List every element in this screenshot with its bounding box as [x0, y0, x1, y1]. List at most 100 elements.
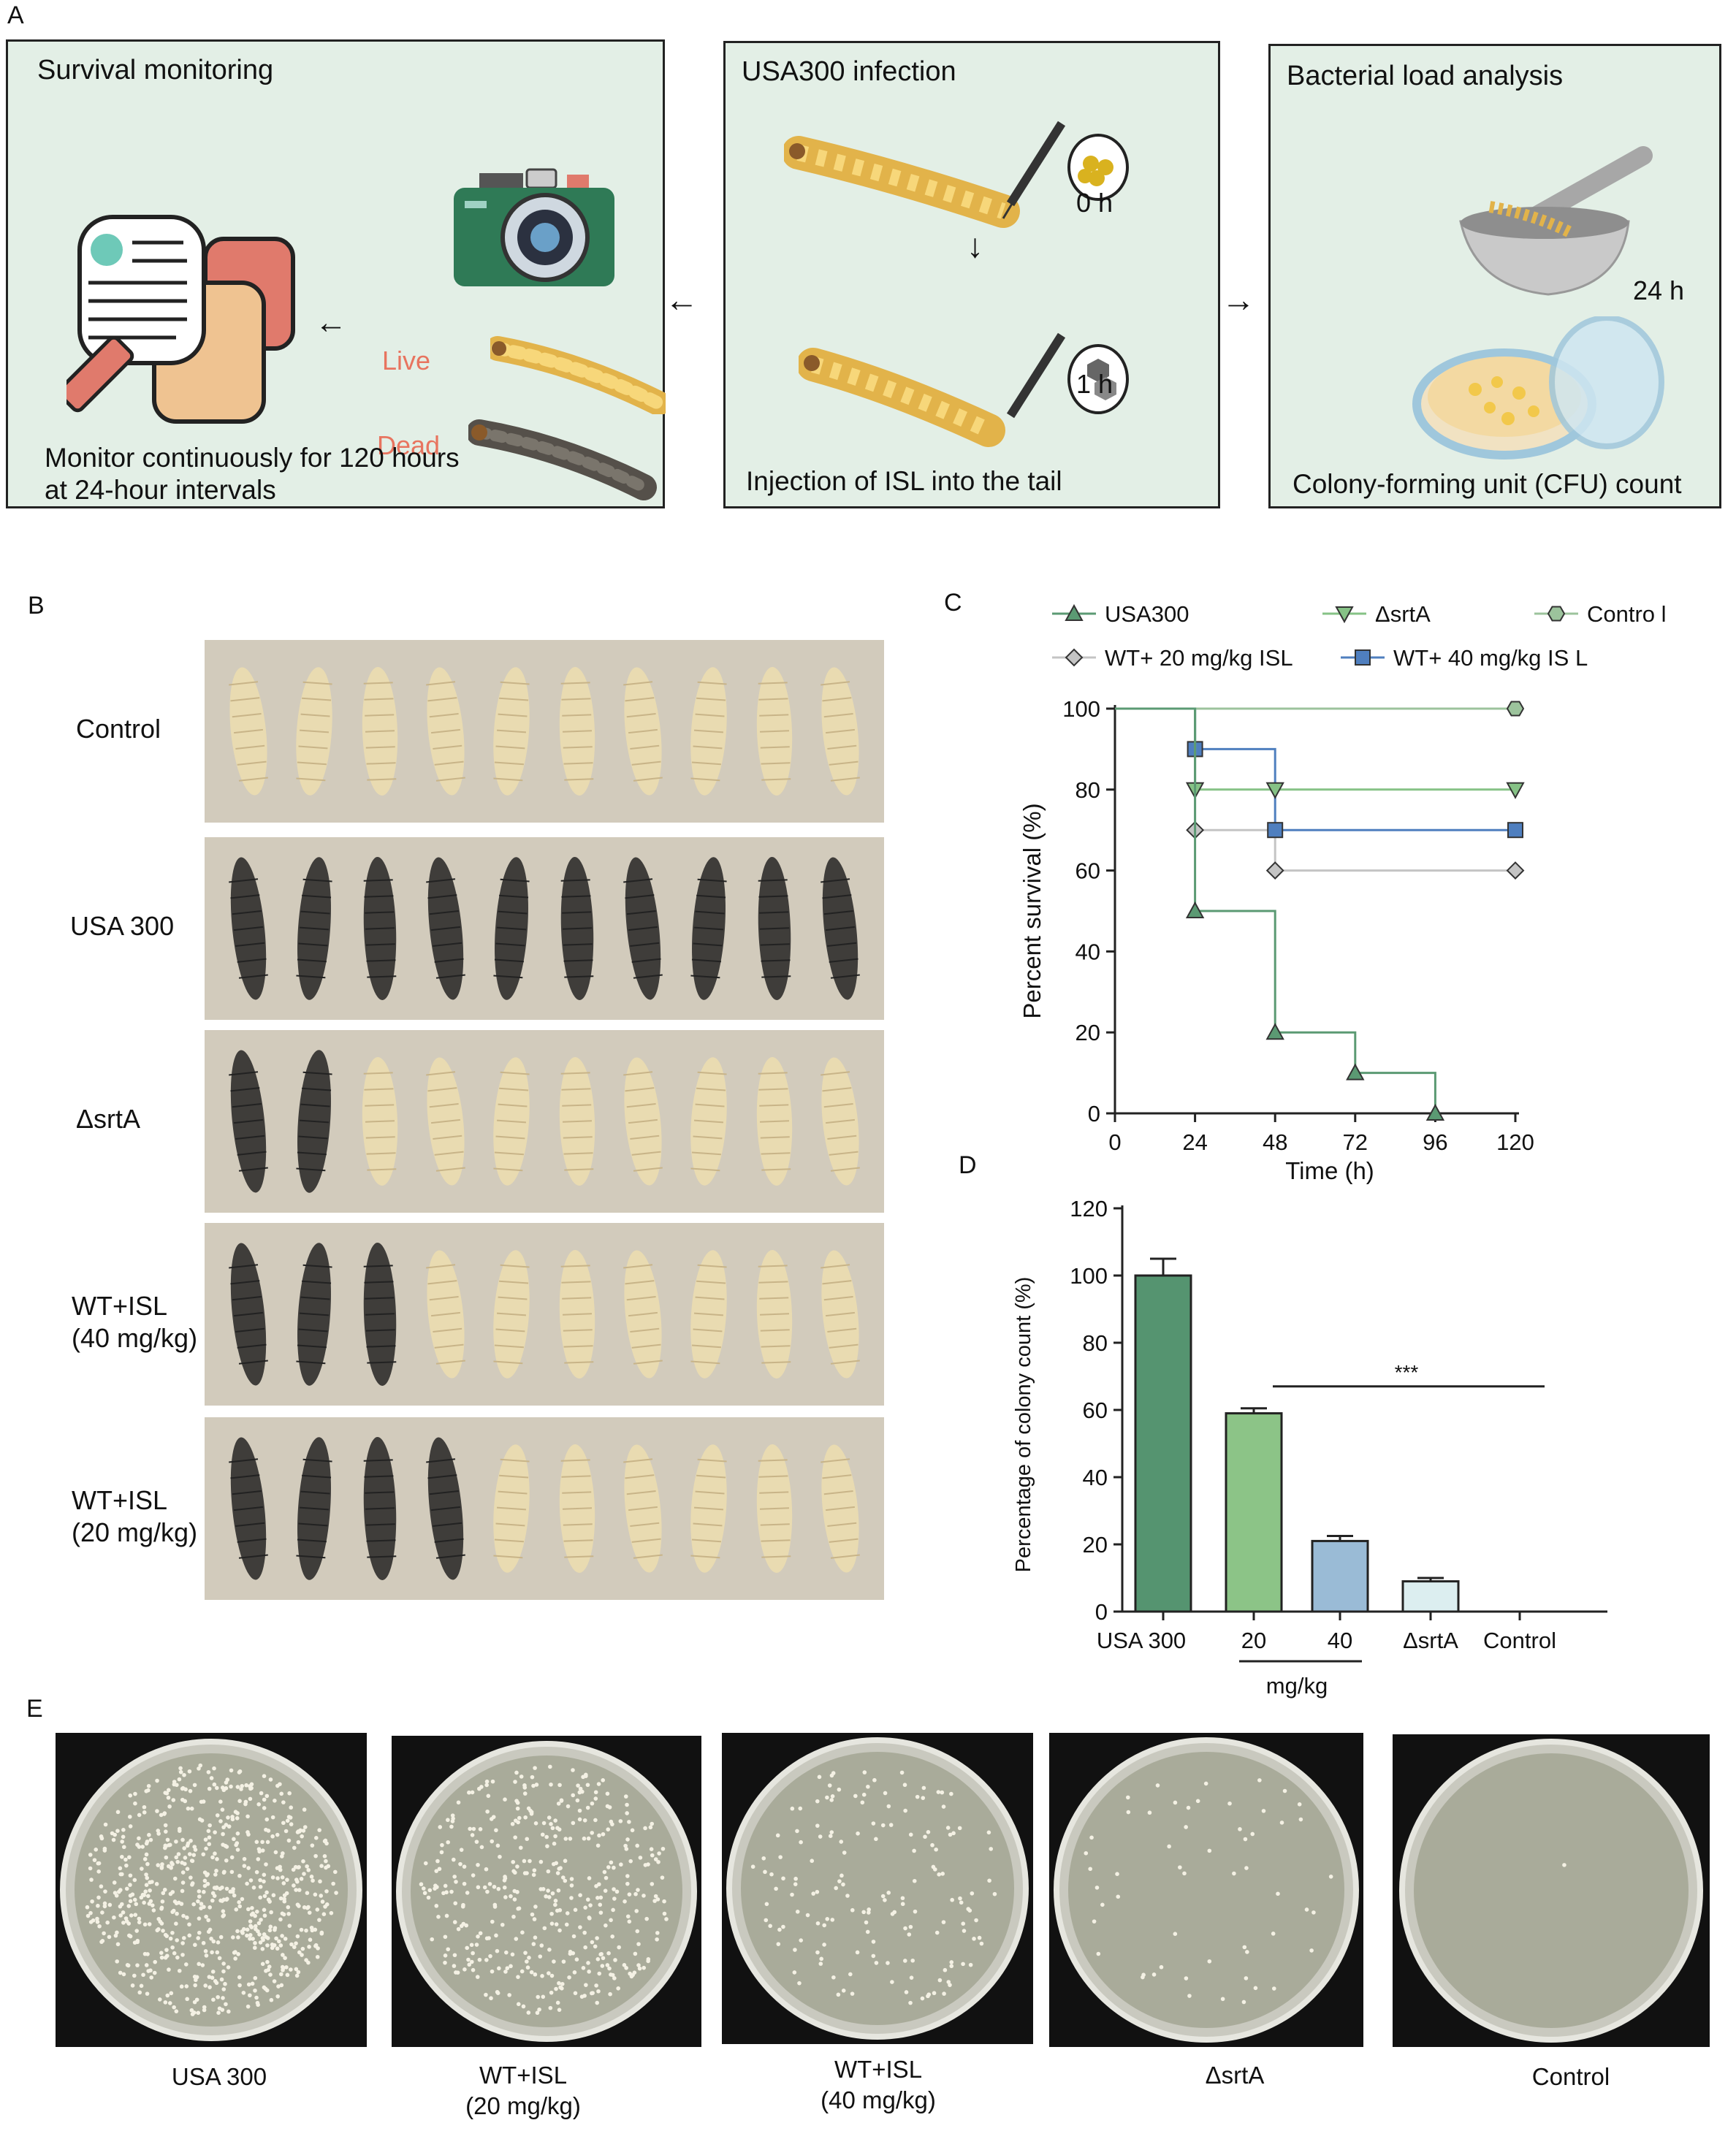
colony: [627, 1919, 632, 1924]
larvae-photo-svg: [229, 667, 860, 796]
larvae-photo-svg: [229, 857, 860, 1000]
colony: [815, 1921, 821, 1926]
colony: [245, 1881, 249, 1886]
colony: [469, 1959, 474, 1964]
colony: [215, 1950, 220, 1955]
colony: [258, 1884, 263, 1889]
colony: [564, 1922, 569, 1927]
colony: [435, 1859, 440, 1864]
larvae-photo: [205, 837, 884, 1020]
colony: [229, 1784, 233, 1789]
larva-segment: [625, 1087, 655, 1092]
colony: [634, 1909, 639, 1913]
colony: [144, 1872, 148, 1877]
larva-segment: [434, 958, 464, 963]
larva-segment: [229, 1458, 259, 1463]
colony: [867, 1907, 871, 1912]
colony: [253, 1975, 258, 1981]
colony: [486, 1793, 491, 1799]
colony: [213, 1830, 217, 1834]
colony: [495, 1948, 500, 1953]
colony: [496, 1886, 501, 1891]
colony: [511, 1859, 516, 1864]
legend-label: WT+ 20 mg/kg ISL: [1105, 645, 1293, 671]
larva-segment: [302, 1264, 332, 1268]
colony: [223, 1981, 227, 1986]
colony: [958, 1896, 962, 1901]
colony: [281, 1881, 286, 1886]
triangle-down-marker: [1335, 606, 1354, 624]
colony: [642, 1965, 647, 1970]
colony: [489, 1996, 493, 2001]
larva-segment: [630, 1327, 660, 1333]
larva-segment: [495, 942, 525, 947]
colony: [799, 1840, 803, 1845]
colony: [85, 1905, 90, 1910]
colony: [945, 1826, 951, 1830]
larva-segment: [363, 1265, 393, 1267]
colony: [259, 1791, 264, 1796]
colony: [612, 1976, 617, 1981]
row-label-line1: Control: [76, 714, 161, 744]
colony: [167, 2001, 172, 2005]
larva-segment: [697, 681, 727, 685]
larva-segment: [496, 729, 527, 733]
colony: [145, 1894, 151, 1899]
colony: [283, 1829, 289, 1834]
colony: [1167, 1844, 1171, 1849]
colony: [934, 1847, 938, 1852]
colony: [197, 1962, 202, 1967]
larvae-photo: [205, 640, 884, 823]
larva-segment: [821, 1458, 850, 1463]
colony: [550, 1891, 555, 1896]
colony: [147, 1902, 152, 1906]
larva-segment: [435, 974, 465, 979]
larva-segment: [500, 1071, 530, 1075]
larva-segment: [759, 927, 790, 930]
colony: [515, 1806, 520, 1811]
colony: [320, 1899, 325, 1904]
colony: [279, 1791, 284, 1796]
colony: [419, 1882, 424, 1887]
colony: [517, 1906, 522, 1911]
colony: [187, 1933, 192, 1938]
larva-segment: [300, 910, 330, 915]
colony: [221, 1962, 226, 1966]
larva-segment: [365, 1507, 395, 1510]
colony: [474, 1943, 479, 1947]
larva-segment: [631, 1538, 661, 1543]
larva: [296, 1437, 332, 1580]
colony: [883, 1791, 888, 1796]
colony: [279, 1983, 284, 1988]
colony: [537, 2007, 541, 2012]
larva-segment: [696, 1280, 726, 1284]
colony: [625, 1802, 629, 1807]
larva: [821, 1057, 860, 1186]
colony: [525, 1837, 530, 1842]
colony: [170, 1930, 175, 1935]
larva-segment: [232, 1490, 262, 1495]
colony: [886, 1961, 890, 1965]
colony: [793, 1948, 797, 1952]
larva-segment: [234, 1506, 263, 1511]
colony: [197, 1889, 202, 1894]
colony: [839, 1840, 844, 1844]
colony: [197, 1916, 202, 1921]
colony: [926, 1829, 931, 1834]
larva-segment: [496, 926, 527, 931]
colony: [334, 1891, 338, 1895]
colony: [175, 1938, 179, 1943]
colony: [539, 1943, 544, 1948]
colony: [180, 1941, 185, 1945]
colony: [861, 1910, 866, 1915]
larva-segment: [690, 975, 720, 979]
colony: [206, 1918, 210, 1923]
colony: [563, 1878, 568, 1883]
colony: [949, 1960, 954, 1964]
agar: [75, 1753, 348, 2027]
colony: [152, 1970, 157, 1975]
colony: [214, 1869, 218, 1873]
larva-segment: [759, 1297, 789, 1300]
colony: [489, 1817, 494, 1821]
y-tick-label: 20: [1083, 1532, 1108, 1558]
